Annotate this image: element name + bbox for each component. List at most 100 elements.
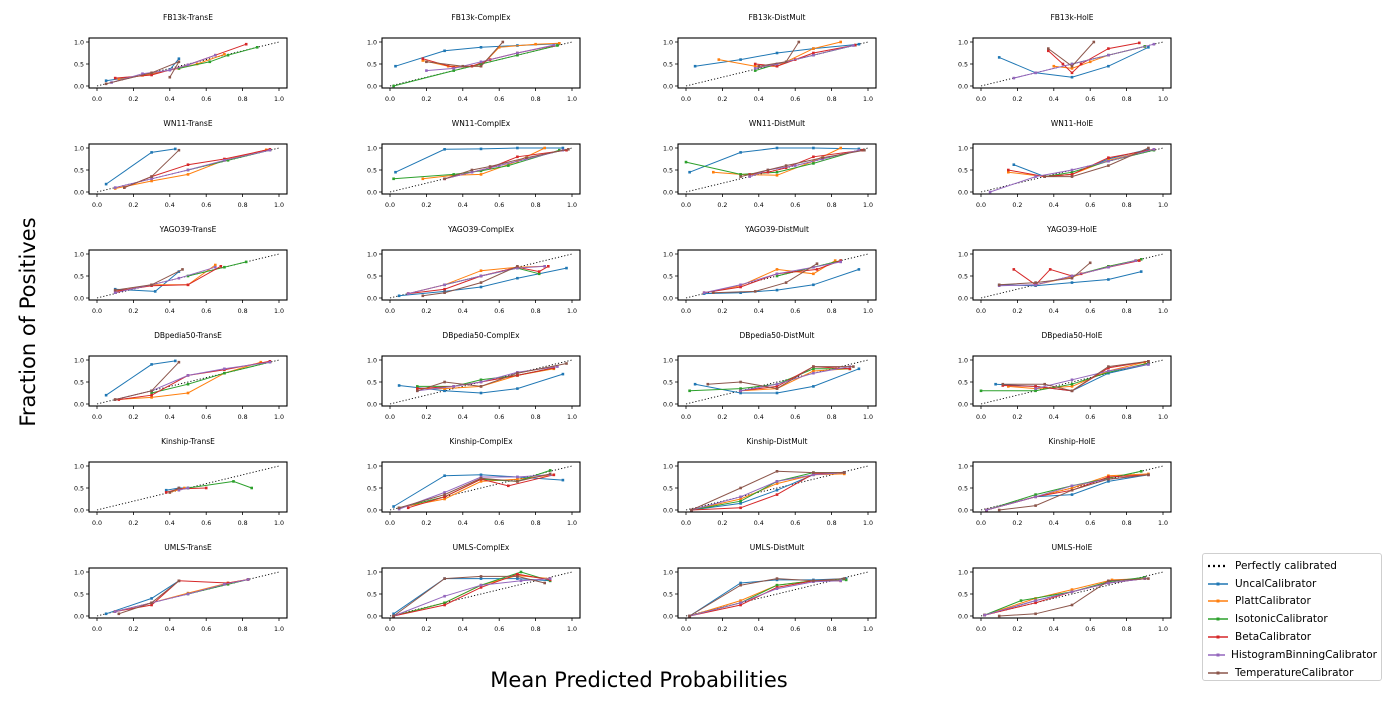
perfectly-calibrated-line <box>685 571 869 617</box>
y-tick-label: 1.0 <box>367 39 377 46</box>
data-point-TemperatureCalibrator <box>766 168 770 172</box>
data-point-BetaCalibrator <box>1061 62 1065 66</box>
data-point-IsotonicCalibrator <box>516 53 519 57</box>
x-tick-label: 1.0 <box>567 308 577 315</box>
axes-frame <box>381 143 581 195</box>
data-point-PlattCalibrator <box>1110 578 1114 582</box>
data-point-HistogramBinningCalibrator <box>268 148 272 152</box>
data-point-IsotonicCalibrator <box>452 69 455 72</box>
data-point-UncalCalibrator <box>392 505 395 508</box>
data-point-TemperatureCalibrator <box>1070 64 1074 68</box>
data-point-BetaCalibrator <box>552 366 556 370</box>
y-tick-label: 0.5 <box>74 61 84 68</box>
subplot-title: Kinship-HolE <box>1048 437 1095 446</box>
x-tick-label: 0.6 <box>494 308 504 315</box>
data-point-TemperatureCalibrator <box>150 283 153 287</box>
data-point-HistogramBinningCalibrator <box>702 291 706 294</box>
x-tick-label: 1.0 <box>274 626 284 633</box>
data-point-TemperatureCalibrator <box>1107 365 1110 368</box>
data-point-HistogramBinningCalibrator <box>1107 159 1110 163</box>
x-tick-label: 0.2 <box>421 308 431 315</box>
data-point-UncalCalibrator <box>394 170 397 174</box>
data-point-TemperatureCalibrator <box>1147 473 1150 477</box>
data-point-PlattCalibrator <box>259 360 263 364</box>
data-point-UncalCalibrator <box>775 51 779 55</box>
y-tick-label: 1.0 <box>74 145 84 152</box>
data-point-TemperatureCalibrator <box>516 575 519 578</box>
subplot-title: FB13k-DistMult <box>748 13 805 22</box>
data-point-IsotonicCalibrator <box>223 371 226 375</box>
x-tick-label: 1.0 <box>274 96 284 103</box>
data-point-TemperatureCalibrator <box>784 60 788 64</box>
data-point-BetaCalibrator <box>739 506 742 510</box>
data-point-PlattCalibrator <box>195 62 199 66</box>
axes-frame <box>972 567 1172 619</box>
data-point-UncalCalibrator <box>1147 46 1150 49</box>
y-tick-label: 1.0 <box>367 463 377 470</box>
data-point-BetaCalibrator <box>1107 47 1110 50</box>
data-point-PlattCalibrator <box>421 59 425 62</box>
x-tick-label: 0.2 <box>128 626 138 633</box>
x-tick-label: 0.8 <box>1122 626 1132 633</box>
data-point-BetaCalibrator <box>547 265 550 268</box>
data-point-IsotonicCalibrator <box>684 160 688 164</box>
data-point-BetaCalibrator <box>516 374 519 377</box>
data-point-TemperatureCalibrator <box>1070 389 1074 393</box>
subplot-title: DBpedia50-HolE <box>1041 331 1102 340</box>
data-point-PlattCalibrator <box>812 47 815 50</box>
data-point-HistogramBinningCalibrator <box>470 170 474 174</box>
data-point-TemperatureCalibrator <box>397 506 401 510</box>
x-tick-label: 0.6 <box>494 96 504 103</box>
data-point-TemperatureCalibrator <box>104 82 108 86</box>
subplot-DBpedia50-HolE: DBpedia50-HolE 0.0 0.2 0.4 0.6 0.8 1.0 0.0 0.5 1.… <box>958 331 1172 421</box>
data-point-TemperatureCalibrator <box>113 398 117 401</box>
axes-frame <box>677 249 877 301</box>
x-tick-label: 0.6 <box>201 202 211 209</box>
data-point-IsotonicCalibrator <box>688 389 691 393</box>
x-tick-label: 1.0 <box>1158 96 1168 103</box>
x-tick-label: 0.0 <box>681 626 691 633</box>
data-point-PlattCalibrator <box>150 179 153 183</box>
figure-x-axis-label: Mean Predicted Probabilities <box>490 668 788 692</box>
series-line-BetaCalibrator <box>689 580 841 617</box>
data-point-HistogramBinningCalibrator <box>214 265 217 269</box>
x-tick-label: 0.0 <box>385 626 395 633</box>
x-tick-label: 0.2 <box>717 96 727 103</box>
x-tick-label: 0.6 <box>790 626 800 633</box>
data-point-TemperatureCalibrator <box>479 281 483 284</box>
axes-frame <box>381 249 581 301</box>
x-tick-label: 0.0 <box>681 308 691 315</box>
subplot-FB13k-TransE: FB13k-TransE 0.0 0.2 0.4 0.6 0.8 1.0 0.0 0.5 1.0 <box>74 13 288 103</box>
x-tick-label: 0.2 <box>1012 626 1022 633</box>
data-point-TemperatureCalibrator <box>739 583 742 587</box>
y-tick-label: 0.0 <box>958 83 968 90</box>
x-tick-label: 0.6 <box>790 414 800 421</box>
data-point-UncalCalibrator <box>1107 278 1110 281</box>
data-point-HistogramBinningCalibrator <box>113 186 117 189</box>
data-point-TemperatureCalibrator <box>150 601 153 605</box>
data-point-TemperatureCalibrator <box>815 262 819 265</box>
data-point-IsotonicCalibrator <box>812 162 815 165</box>
data-point-TemperatureCalibrator <box>739 486 742 490</box>
data-point-HistogramBinningCalibrator <box>775 587 779 590</box>
y-tick-label: 0.0 <box>74 401 84 408</box>
x-tick-label: 0.2 <box>717 414 727 421</box>
data-point-TemperatureCalibrator <box>1092 40 1096 44</box>
data-point-HistogramBinningCalibrator <box>739 601 742 605</box>
data-point-HistogramBinningCalibrator <box>1070 168 1074 172</box>
data-point-IsotonicCalibrator <box>232 480 235 483</box>
subplot-Kinship-HolE: Kinship-HolE 0.0 0.2 0.4 0.6 0.8 1.0 0.0 0.5 1.0 <box>958 437 1172 527</box>
data-point-HistogramBinningCalibrator <box>985 508 988 512</box>
legend-swatch <box>1208 582 1228 586</box>
x-tick-label: 0.2 <box>1012 202 1022 209</box>
data-point-IsotonicCalibrator <box>519 570 523 574</box>
data-point-TemperatureCalibrator <box>821 156 824 159</box>
data-point-PlattCalibrator <box>117 78 121 81</box>
x-tick-label: 0.0 <box>385 202 395 209</box>
axes-frame <box>88 461 288 513</box>
data-point-HistogramBinningCalibrator <box>812 265 815 269</box>
axes-frame <box>88 567 288 619</box>
data-point-UncalCalibrator <box>857 367 861 371</box>
y-tick-label: 1.0 <box>958 145 968 152</box>
data-point-PlattCalibrator <box>558 42 561 45</box>
